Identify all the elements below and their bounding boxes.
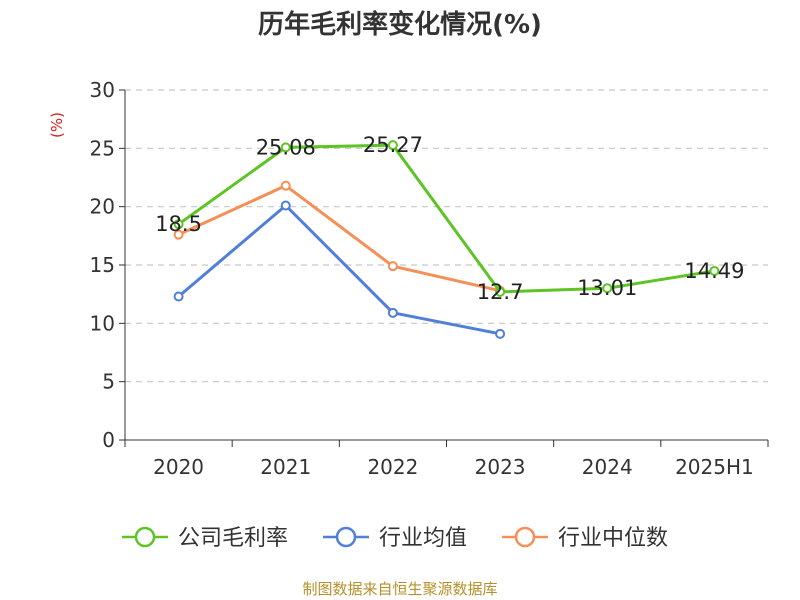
data-label: 12.7 [477,280,524,304]
y-axis-unit-label: (%) [48,112,66,138]
data-point [387,261,398,272]
y-tick-label: 5 [102,370,115,394]
legend-item[interactable]: 公司毛利率 [122,526,288,551]
legend-swatch-marker [514,526,536,548]
x-tick-label: 2022 [367,455,418,479]
data-point [387,140,398,151]
data-point [173,219,184,230]
y-tick-label: 10 [90,311,115,335]
x-tick-label: 2021 [260,455,311,479]
axes: 0 5 10 15 20 25 30 2020 2021 2022 2023 2024 2025H1 [90,78,769,479]
y-tick-label: 30 [90,78,115,102]
x-tick-label: 2020 [153,455,204,479]
data-labels: 18.5 25.08 25.27 12.7 13.01 14.49 [155,133,744,304]
series-line [177,143,715,294]
y-tick-label: 20 [90,195,115,219]
legend-label: 公司毛利率 [178,526,288,551]
data-point [173,291,184,302]
source-note: 制图数据来自恒生聚源数据库 [302,580,498,598]
legend-item[interactable]: 行业均值 [323,526,467,551]
legend-label: 行业均值 [379,526,467,551]
legend[interactable]: 公司毛利率 行业均值 行业中位数 [122,526,668,551]
chart-title: 历年毛利率变化情况(%) [258,10,542,40]
data-point [280,142,291,153]
x-tick-label: 2025H1 [675,455,754,479]
data-label: 13.01 [577,276,637,300]
y-tick-label: 25 [90,136,115,160]
data-point [709,265,720,276]
data-point [495,286,506,297]
series-lines [173,140,720,339]
legend-swatch-marker [335,526,357,548]
data-label: 18.5 [155,212,202,236]
x-tick-label: 2023 [475,455,526,479]
series-line [177,204,501,336]
data-point [602,283,613,294]
legend-item[interactable]: 行业中位数 [502,526,668,551]
legend-swatch-marker [134,526,156,548]
data-point [387,307,398,318]
grid-lines [125,89,768,383]
data-label: 25.27 [363,133,423,157]
data-point [173,229,184,240]
y-tick-label: 15 [90,253,115,277]
data-label: 25.08 [256,135,316,159]
data-point [280,200,291,211]
series-line [177,184,501,293]
y-tick-label: 0 [102,428,115,452]
data-point [495,328,506,339]
data-label: 14.49 [684,259,744,283]
x-tick-label: 2024 [582,455,633,479]
legend-label: 行业中位数 [558,526,668,551]
data-point [280,180,291,191]
